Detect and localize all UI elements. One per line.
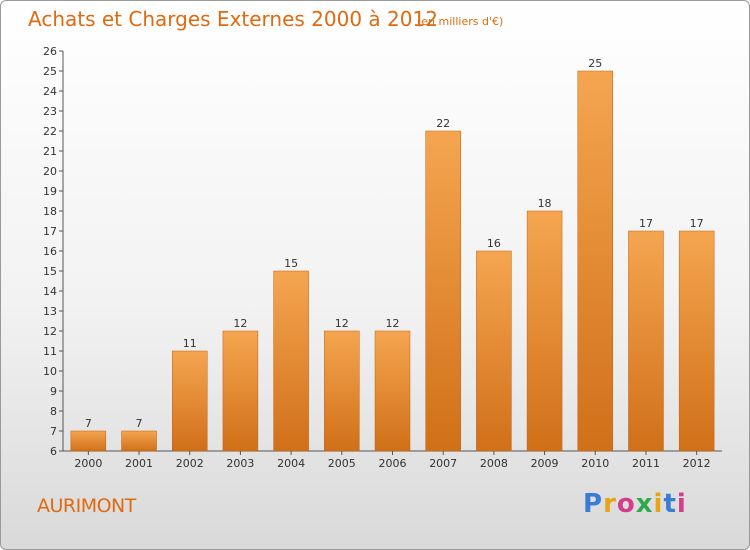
y-tick-label: 25 [43,65,57,78]
y-tick-label: 16 [43,245,57,258]
brand-letter: i [676,489,687,519]
bar-value-label: 15 [284,257,298,270]
bar-value-label: 12 [335,317,349,330]
x-tick-label: 2006 [379,457,407,470]
bar [476,250,512,452]
bar-value-label: 12 [386,317,400,330]
bar-value-label: 7 [85,417,92,430]
bar [171,350,208,452]
y-tick-label: 13 [43,305,57,318]
y-tick-label: 22 [43,125,57,138]
y-tick-label: 8 [50,405,57,418]
y-tick-label: 19 [43,185,57,198]
bar [121,430,157,452]
x-tick-label: 2011 [632,457,660,470]
y-tick-label: 12 [43,325,57,338]
x-tick-label: 2001 [125,457,153,470]
brand-letter: o [616,489,636,519]
bar-value-label: 17 [690,217,704,230]
bar [678,230,715,452]
y-tick-label: 20 [43,165,57,178]
brand-letter: x [635,489,654,519]
x-tick-label: 2007 [429,457,457,470]
brand-letter: t [663,489,677,519]
bar-value-label: 25 [588,57,602,70]
x-tick-label: 2009 [531,457,559,470]
x-tick-label: 2010 [581,457,609,470]
y-tick-label: 15 [43,265,57,278]
bar [374,330,411,452]
chart-unit: (en milliers d'€) [417,15,504,28]
bar-value-label: 18 [538,197,552,210]
x-tick-label: 2000 [74,457,102,470]
y-tick-label: 6 [50,445,57,458]
y-tick-label: 18 [43,205,57,218]
y-tick-label: 10 [43,365,57,378]
y-tick-label: 17 [43,225,57,238]
x-tick-label: 2004 [277,457,305,470]
x-tick-label: 2002 [176,457,204,470]
brand-logo: Proxiti [583,489,687,519]
y-tick-label: 14 [43,285,57,298]
bar-value-label: 22 [436,117,450,130]
bar [70,430,107,452]
bar [526,210,563,452]
bar-value-label: 7 [136,417,143,430]
x-tick-label: 2005 [328,457,356,470]
bar [425,130,461,452]
bar [628,230,664,452]
x-tick-label: 2008 [480,457,508,470]
bar-value-label: 17 [639,217,653,230]
bar [222,330,259,452]
plot-area: 6 7 8 9 10 11 12 13 14 15 16 17 18 19 20 21 22 23 24 25 26 7 2… [43,45,722,470]
brand-letter: P [583,489,604,519]
y-tick-label: 24 [43,85,57,98]
bar-value-label: 16 [487,237,501,250]
bar [273,270,309,452]
bar [577,70,614,452]
x-tick-label: 2012 [683,457,711,470]
y-tick-label: 26 [43,45,57,58]
bar [324,330,360,452]
y-tick-label: 21 [43,145,57,158]
y-tick-label: 9 [50,385,57,398]
y-tick-label: 23 [43,105,57,118]
y-tick-label: 11 [43,345,57,358]
chart-title: Achats et Charges Externes 2000 à 2012 [28,7,438,31]
brand-letter: i [653,489,664,519]
bar-value-label: 11 [183,337,197,350]
place-name: AURIMONT [37,495,136,517]
y-tick-label: 7 [50,425,57,438]
brand-letter: r [603,489,617,519]
bar-value-label: 12 [233,317,247,330]
x-tick-label: 2003 [226,457,254,470]
